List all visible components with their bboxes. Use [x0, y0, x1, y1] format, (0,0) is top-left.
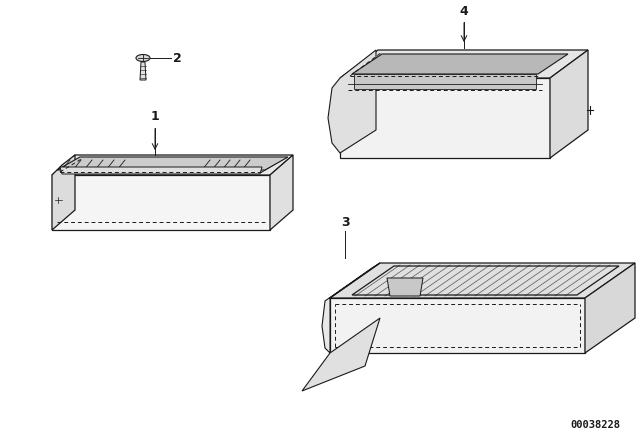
Polygon shape	[322, 263, 380, 353]
Text: 2: 2	[173, 52, 182, 65]
Polygon shape	[340, 50, 588, 78]
Polygon shape	[52, 155, 75, 230]
Polygon shape	[585, 263, 635, 353]
Ellipse shape	[390, 271, 420, 287]
Polygon shape	[340, 78, 550, 158]
Polygon shape	[52, 155, 293, 175]
Text: 3: 3	[340, 216, 349, 229]
Ellipse shape	[383, 265, 427, 287]
Polygon shape	[60, 158, 285, 172]
Polygon shape	[60, 167, 262, 174]
Polygon shape	[140, 62, 146, 80]
Text: 1: 1	[150, 110, 159, 123]
Polygon shape	[330, 263, 635, 298]
Polygon shape	[270, 155, 293, 230]
Text: 4: 4	[460, 5, 468, 18]
Ellipse shape	[136, 55, 150, 61]
Text: 00038228: 00038228	[570, 420, 620, 430]
Polygon shape	[57, 157, 288, 170]
Polygon shape	[354, 74, 536, 89]
FancyBboxPatch shape	[548, 319, 570, 332]
Polygon shape	[352, 54, 568, 74]
Polygon shape	[328, 50, 376, 153]
Polygon shape	[387, 278, 423, 296]
Circle shape	[54, 196, 62, 204]
Polygon shape	[302, 318, 380, 391]
Polygon shape	[330, 298, 585, 353]
Polygon shape	[52, 175, 270, 230]
Polygon shape	[550, 50, 588, 158]
